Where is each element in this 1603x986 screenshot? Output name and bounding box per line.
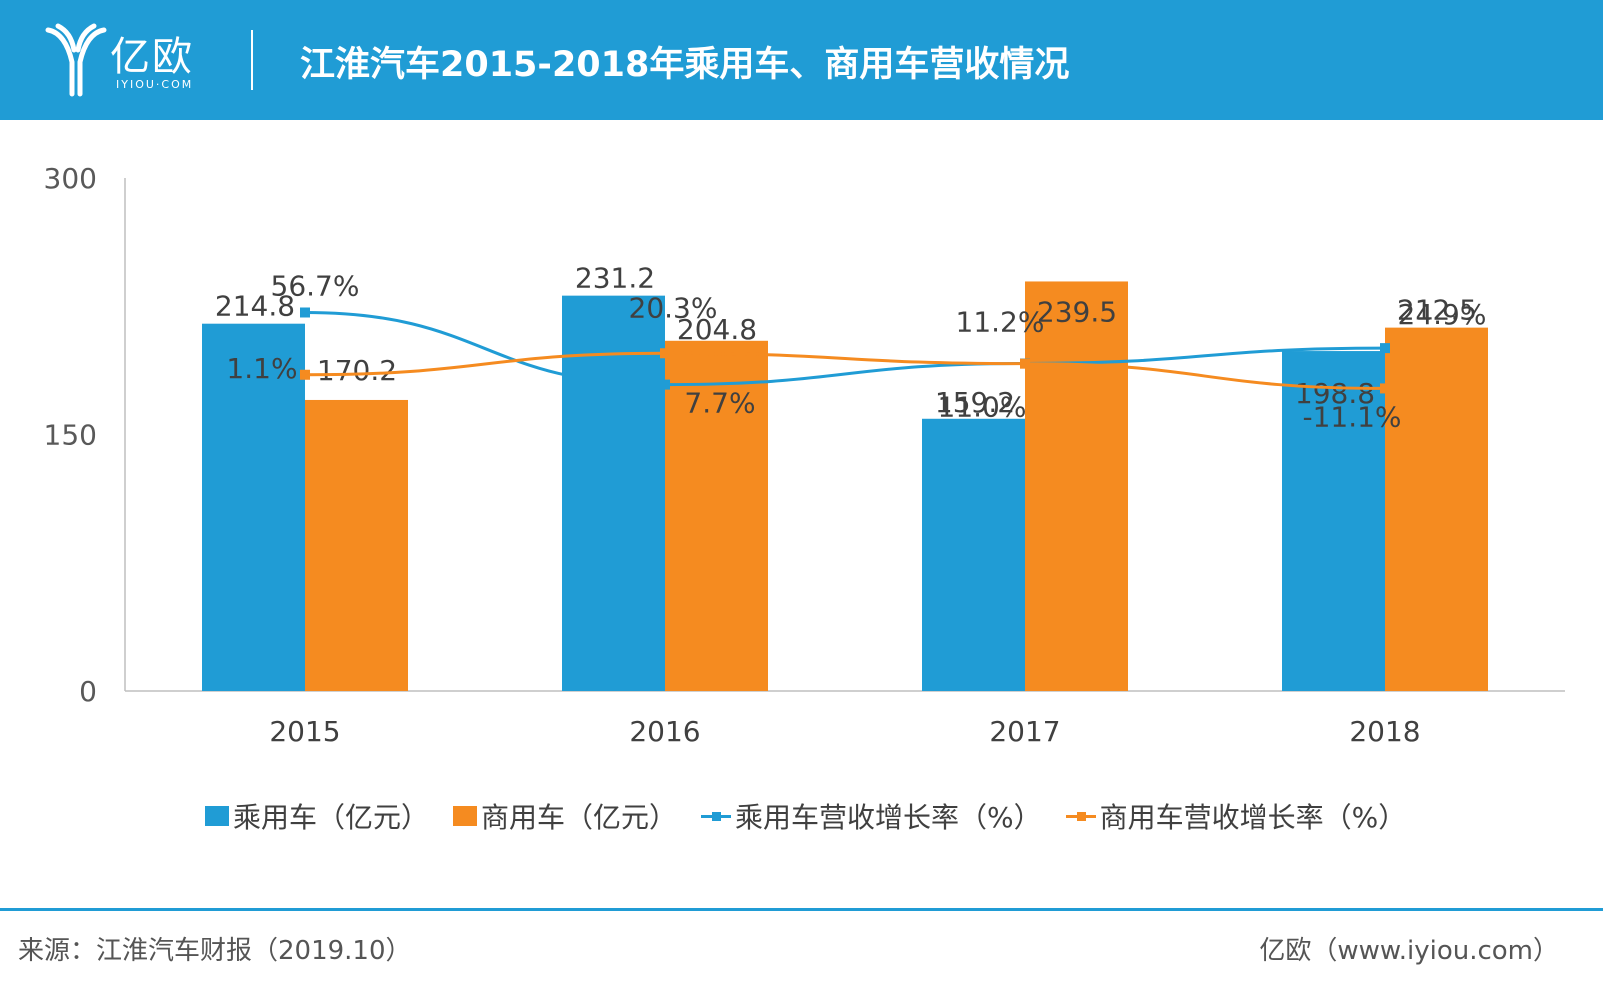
- legend-swatch-commercial: [453, 806, 478, 826]
- bar-label-passenger: 198.8: [1295, 377, 1375, 410]
- legend-swatch-passenger: [205, 806, 229, 826]
- legend-item-commercial-revenue: 商用车（亿元）: [453, 796, 677, 836]
- bar-label-commercial: 204.8: [677, 313, 757, 346]
- bar-commercial: [305, 399, 408, 691]
- bar-commercial: [665, 340, 768, 691]
- chart-title: 江淮汽车2015-2018年乘用车、商用车营收情况: [300, 45, 1070, 85]
- legend-item-passenger-revenue: 乘用车（亿元）: [205, 796, 429, 836]
- legend-label-commercial: 商用车（亿元）: [481, 801, 678, 834]
- bar-label-commercial: 239.5: [1037, 295, 1117, 328]
- point-passenger-growth: [660, 379, 670, 390]
- bar-label-passenger: 159.2: [935, 386, 1015, 419]
- chart-plot: 0 150 300 2015 2016 2017 2018 214.8 231.2 159.2 19…: [44, 162, 1565, 748]
- point-commercial-growth: [660, 348, 670, 359]
- legend-label-passenger: 乘用车（亿元）: [233, 801, 430, 834]
- bar-passenger: [202, 323, 305, 691]
- bar-label-passenger: 231.2: [575, 262, 655, 295]
- point-commercial-growth: [1380, 383, 1390, 394]
- logo-text-cn: 亿欧: [110, 34, 194, 80]
- bar-passenger: [562, 295, 665, 691]
- legend-item-passenger-growth: 乘用车营收增长率（%）: [701, 796, 1042, 836]
- bar-commercial: [1025, 281, 1128, 691]
- y-tick-label: 300: [44, 162, 97, 195]
- growth-label-commercial: 1.1%: [226, 352, 297, 385]
- header-banner: 亿欧 IYIOU·COM 江淮汽车2015-2018年乘用车、商用车营收情况: [0, 0, 1603, 120]
- legend-label-commercial-growth: 商用车营收增长率（%）: [1099, 801, 1407, 834]
- legend-swatch-passenger-growth: [701, 806, 732, 826]
- point-passenger-growth: [300, 307, 310, 318]
- y-tick-label: 0: [79, 675, 97, 708]
- logo-text-en: IYIOU·COM: [116, 78, 194, 91]
- point-commercial-growth: [300, 369, 310, 380]
- y-tick-label: 150: [44, 419, 97, 452]
- line-passenger-growth: [304, 310, 1386, 387]
- growth-label-commercial: 11.0%: [938, 391, 1027, 424]
- x-tick-label: 2016: [629, 715, 700, 748]
- footer-divider: [0, 908, 1603, 911]
- point-commercial-growth: [1020, 358, 1030, 369]
- growth-label-passenger: 11.2%: [956, 305, 1045, 338]
- x-tick-label: 2017: [989, 715, 1060, 748]
- growth-label-passenger: 56.7%: [271, 269, 360, 302]
- legend-label-passenger-growth: 乘用车营收增长率（%）: [735, 801, 1042, 834]
- growth-label-commercial: -11.1%: [1302, 400, 1401, 433]
- bar-label-passenger: 214.8: [215, 290, 295, 323]
- point-passenger-growth: [1380, 343, 1390, 354]
- bar-label-commercial: 170.2: [317, 354, 397, 387]
- bar-passenger: [922, 418, 1025, 691]
- growth-label-passenger: 7.7%: [684, 387, 755, 420]
- x-tick-label: 2018: [1349, 715, 1420, 748]
- growth-label-commercial: 20.3%: [629, 291, 718, 324]
- source-note: 来源：江淮汽车财报（2019.10）: [18, 936, 412, 966]
- bar-passenger: [1282, 351, 1385, 691]
- chart-legend: 乘用车（亿元） 商用车（亿元） 乘用车营收增长率（%） 商用车营收增长率（%）: [205, 796, 1430, 836]
- legend-item-commercial-growth: 商用车营收增长率（%）: [1065, 796, 1407, 836]
- x-tick-label: 2015: [269, 715, 340, 748]
- line-commercial-growth: [304, 351, 1386, 390]
- site-credit: 亿欧（www.iyiou.com）: [1259, 936, 1559, 966]
- bar-label-commercial: 212.5: [1397, 294, 1477, 327]
- iyiou-logo: 亿欧 IYIOU·COM: [44, 22, 214, 100]
- legend-swatch-commercial-growth: [1065, 806, 1096, 826]
- growth-label-passenger: 24.9%: [1398, 298, 1487, 331]
- logo-mark-icon: [45, 23, 107, 97]
- header-divider: [251, 30, 253, 90]
- bar-commercial: [1385, 327, 1488, 691]
